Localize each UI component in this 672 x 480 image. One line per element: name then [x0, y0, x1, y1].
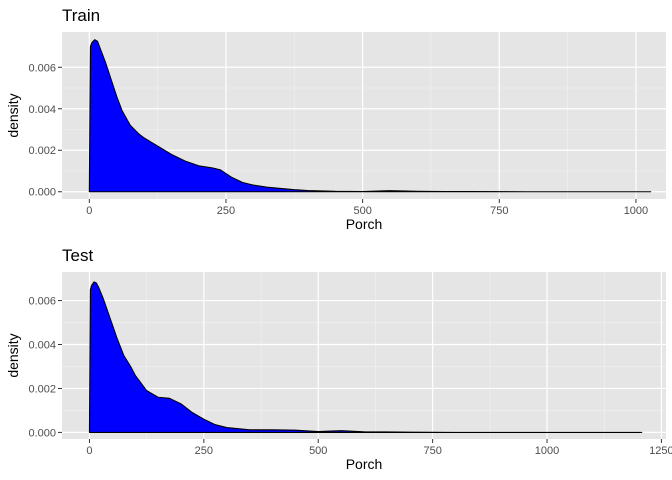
panel-1-title: Train: [62, 6, 100, 25]
panel-1-x-tick-label: 750: [490, 205, 508, 217]
panel-2-y-axis-label: density: [5, 333, 21, 377]
panel-2-y-tick-label: 0.002: [28, 383, 56, 395]
panel-1-x-tick-label: 1000: [624, 205, 648, 217]
panel-2-title: Test: [62, 246, 93, 265]
panel-1-y-tick-label: 0.000: [28, 187, 56, 199]
panel-2-y-tick-label: 0.006: [28, 296, 56, 308]
panel-2-x-tick-label: 1000: [535, 445, 559, 457]
panel-1-y-tick-label: 0.002: [28, 145, 56, 157]
panel-1-x-tick-label: 0: [86, 205, 92, 217]
panel-2-x-tick-label: 0: [86, 445, 92, 457]
panel-1-x-axis-label: Porch: [346, 216, 383, 232]
panel-2-x-tick-label: 250: [195, 445, 213, 457]
panel-2-density-area: [88, 281, 643, 433]
panel-2-y-tick-label: 0.004: [28, 340, 56, 352]
panel-2-x-tick-label: 750: [423, 445, 441, 457]
panel-1-y-tick-label: 0.006: [28, 62, 56, 74]
panel-2-x-tick-label: 1250: [649, 445, 672, 457]
panel-2: 0 250 500 750 1000 1250 0.000 0.002 0.004 0.006 Te…: [5, 246, 672, 472]
panel-1: 0 250 500 750 1000 0.000 0.002 0.004 0.006 Train P…: [5, 6, 666, 232]
panel-1-y-axis-label: density: [5, 93, 21, 137]
panel-1-x-tick-label: 500: [353, 205, 371, 217]
panel-1-density-area: [88, 39, 652, 193]
panel-2-y-tick-label: 0.000: [28, 427, 56, 439]
panel-1-y-tick-label: 0.004: [28, 104, 56, 116]
panel-1-x-tick-label: 250: [217, 205, 235, 217]
panel-2-x-axis-label: Porch: [346, 456, 383, 472]
panel-2-x-tick-label: 500: [309, 445, 327, 457]
